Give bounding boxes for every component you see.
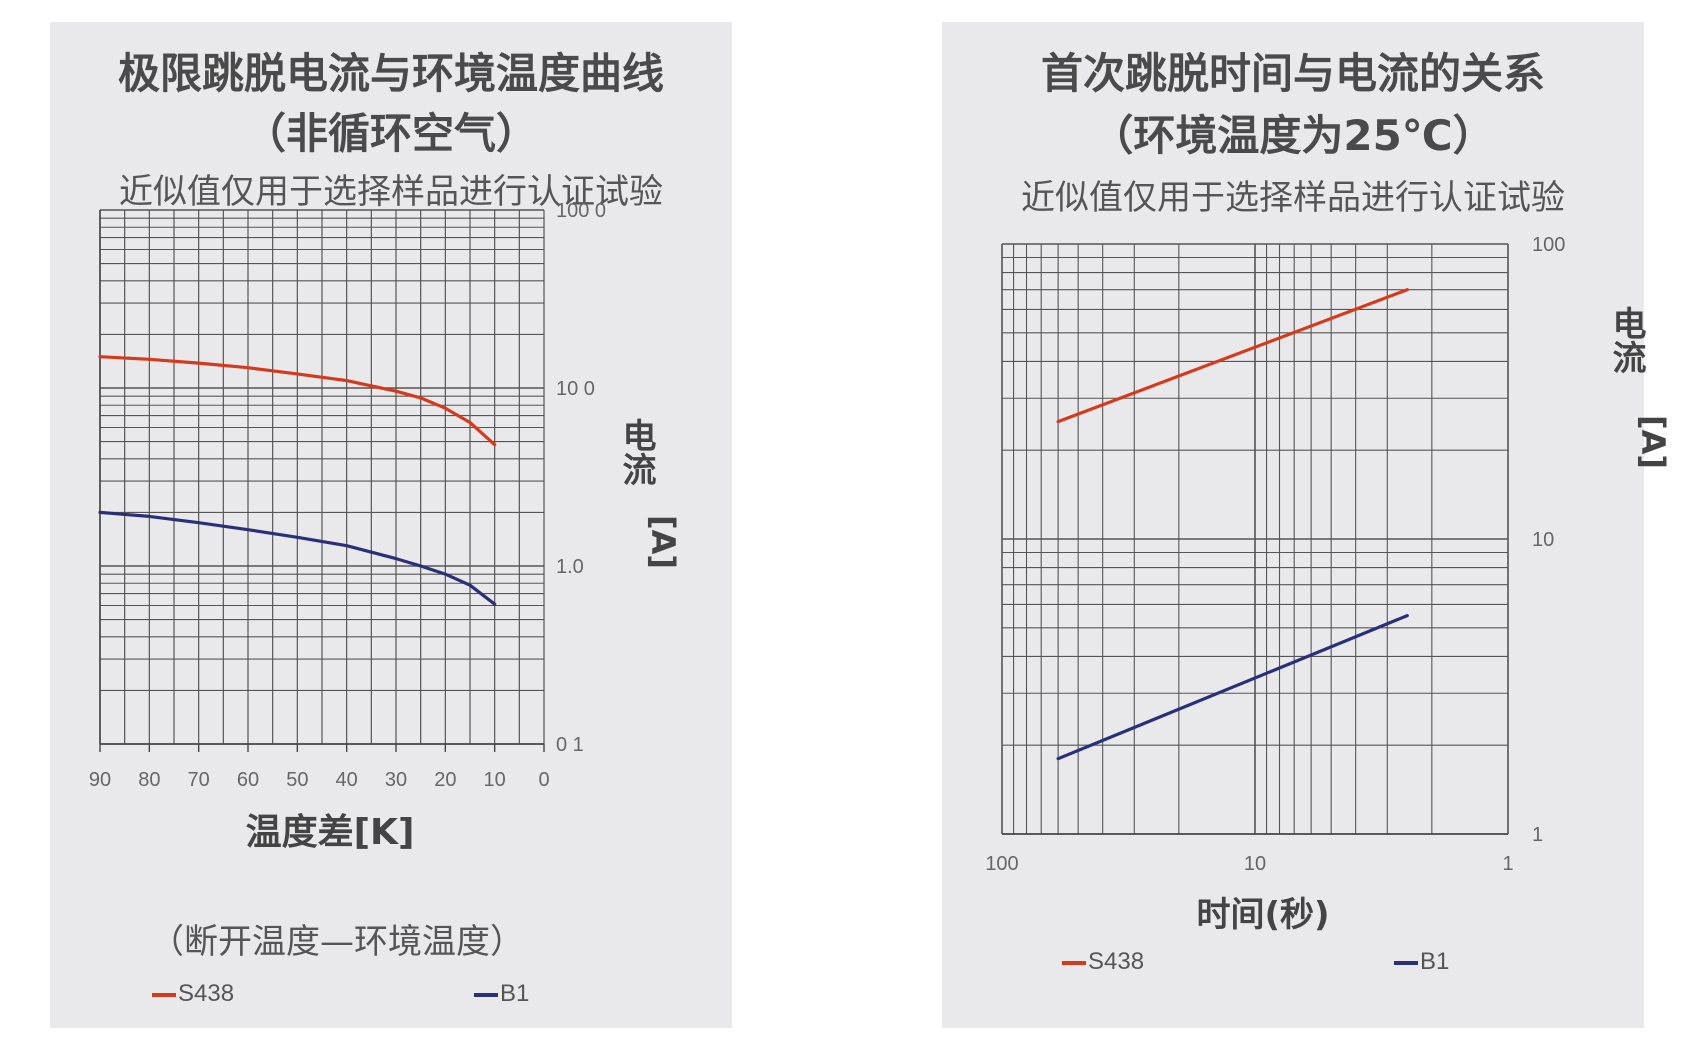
- y-tick-label: 10: [1532, 529, 1554, 551]
- legend-item-s438: S438: [152, 980, 234, 1008]
- x-tick-label: 70: [188, 769, 210, 791]
- x-tick-label: 1: [1502, 853, 1513, 875]
- x-tick-label: 50: [286, 769, 308, 791]
- y-tick-label: 1.0: [556, 556, 584, 578]
- x-tick-label: 100: [985, 853, 1018, 875]
- chart-subtitle: （环境温度为25℃）: [1091, 111, 1495, 160]
- legend-label: B1: [500, 980, 530, 1007]
- y-axis-title: 电流: [1606, 306, 1646, 374]
- chart-subtitle: （非循环空气）: [243, 109, 538, 158]
- y-axis-title: 电流: [616, 418, 656, 486]
- x-tick-label: 20: [434, 769, 456, 791]
- chart-title: 首次跳脱时间与电流的关系: [1040, 49, 1545, 98]
- series-line-b1: [1056, 613, 1409, 761]
- y-axis-unit: [A]: [644, 515, 682, 569]
- chart-panel-temperature: 极限跳脱电流与环境温度曲线 （非循环空气） 近似值仅用于选择样品进行认证试验 9…: [50, 22, 732, 1028]
- x-tick-label: 10: [484, 769, 506, 791]
- legend-item-b1: B1: [474, 980, 529, 1008]
- x-tick-label: 40: [336, 769, 358, 791]
- series-line-b1: [98, 510, 497, 606]
- y-tick-label: 10 0: [556, 378, 595, 400]
- y-tick-label: 100 0: [556, 200, 606, 222]
- x-tick-label: 10: [1244, 853, 1266, 875]
- legend-label: S438: [178, 980, 235, 1007]
- y-axis-unit: [A]: [1634, 415, 1672, 469]
- y-tick-label: 100: [1532, 234, 1565, 256]
- chart-panel-time: 首次跳脱时间与电流的关系 （环境温度为25℃） 近似值仅用于选择样品进行认证试验…: [942, 22, 1672, 1028]
- legend-swatch-s438: [1062, 960, 1086, 965]
- legend-label: S438: [1088, 948, 1145, 975]
- x-tick-label: 60: [237, 769, 259, 791]
- chart-note: 近似值仅用于选择样品进行认证试验: [1021, 178, 1565, 218]
- x-tick-label: 80: [138, 769, 160, 791]
- series-line-s438: [1056, 288, 1409, 424]
- x-axis-title: 温度差[K]: [246, 812, 415, 853]
- legend-label: B1: [1420, 948, 1450, 975]
- x-tick-label: 90: [89, 769, 111, 791]
- legend-item-b1: B1: [1394, 948, 1449, 976]
- chart-note: 近似值仅用于选择样品进行认证试验: [119, 172, 663, 212]
- y-tick-label: 1: [1532, 824, 1543, 846]
- legend-item-s438: S438: [1062, 948, 1144, 976]
- time-chart-svg: 100 10 1 100 10 1 时间(秒) 电流 [A]: [985, 234, 1672, 935]
- x-axis-subtitle: （断开温度—环境温度）: [150, 922, 524, 962]
- x-tick-label: 30: [385, 769, 407, 791]
- legend-swatch-b1: [474, 992, 498, 997]
- series-line-s438: [98, 355, 497, 447]
- legend-swatch-s438: [152, 992, 176, 997]
- temperature-chart-svg: 90 80 70 60 50 40 30 20 10 0 100 0 10 0 1.0 0 1 温度差[K]…: [89, 200, 682, 853]
- x-axis-title: 时间(秒): [1196, 895, 1329, 935]
- x-tick-label: 0: [538, 769, 549, 791]
- legend-swatch-b1: [1394, 960, 1418, 965]
- y-tick-label: 0 1: [556, 734, 584, 756]
- chart-title: 极限跳脱电流与环境温度曲线: [117, 49, 664, 98]
